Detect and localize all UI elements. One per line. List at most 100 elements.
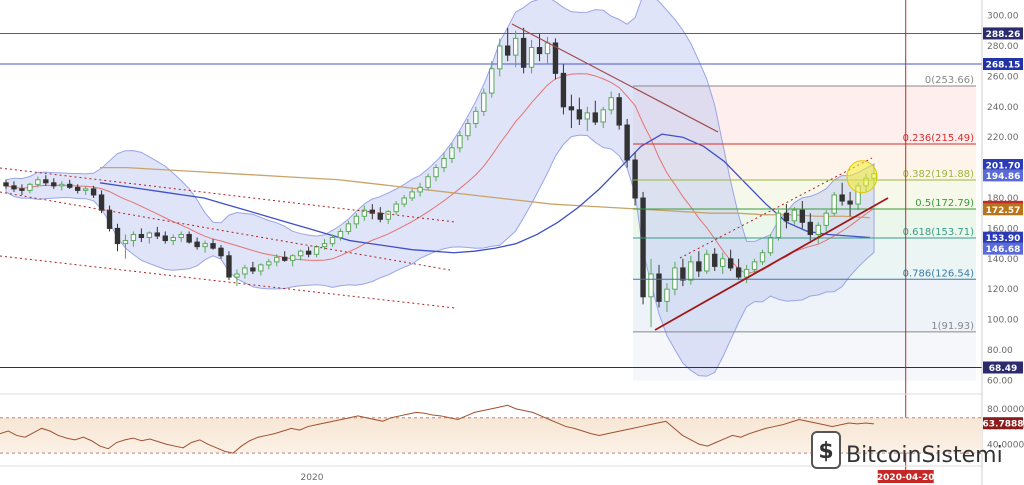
candle-body	[528, 47, 535, 68]
candle-body	[743, 268, 750, 278]
candle-body	[401, 197, 407, 205]
candle-body	[186, 233, 192, 243]
price-tag	[983, 169, 1023, 182]
candle-body	[67, 183, 73, 188]
y-tick-label: 120.00	[987, 285, 1019, 295]
price-tag-label: 146.68	[986, 245, 1021, 255]
candle-body	[632, 159, 638, 199]
candle-body	[791, 209, 798, 222]
candle-body	[98, 194, 105, 211]
candle-body	[544, 42, 551, 55]
fib-level-label: 0.786(126.54)	[903, 268, 975, 279]
candle-body	[664, 288, 670, 302]
candle-body	[210, 243, 216, 249]
highlight-ellipse	[846, 160, 878, 194]
candle-body	[688, 261, 694, 281]
candle-body	[767, 237, 774, 254]
candle-body	[345, 223, 352, 232]
candle-body	[457, 135, 463, 149]
rsi-tick-label: 80.0000	[987, 405, 1024, 415]
rsi-line	[0, 404, 875, 454]
candle-body	[831, 194, 837, 214]
candle-body	[473, 110, 479, 125]
candle-body	[226, 255, 232, 278]
y-tick-label: 220.00	[987, 133, 1019, 143]
y-tick-label: 280.00	[987, 42, 1019, 52]
candle-body	[409, 191, 415, 199]
candle-body	[266, 261, 272, 266]
candle-body	[576, 109, 583, 120]
bitcoin-logo-glyph: $	[818, 439, 833, 464]
candle-body	[202, 243, 208, 248]
candle-body	[74, 186, 81, 191]
candle-body	[385, 211, 391, 220]
date-marker-label: 2020-04-20	[877, 473, 935, 483]
candle-body	[504, 45, 511, 56]
candle-body	[536, 47, 543, 55]
candle-body	[839, 194, 845, 202]
candle-body	[369, 209, 376, 214]
y-tick-label: 140.00	[987, 255, 1019, 265]
level-price-tag	[983, 361, 1023, 374]
candle-body	[282, 256, 288, 261]
support-trendline	[654, 197, 889, 331]
rsi-value-tag	[983, 417, 1023, 430]
candle-body	[584, 112, 591, 120]
y-tick-label: 60.00	[987, 376, 1013, 386]
candle-body	[27, 183, 33, 191]
candle-body	[497, 45, 503, 70]
candle-body	[43, 179, 49, 184]
candle-body	[600, 109, 606, 123]
level-price-tag	[983, 58, 1023, 71]
fib-level-label: 0.382(191.88)	[903, 169, 975, 180]
candle-body	[775, 212, 782, 239]
fib-level-label: 0.5(172.79)	[915, 198, 974, 209]
candle-body	[138, 233, 145, 239]
candle-body	[11, 185, 17, 190]
candle-body	[59, 183, 65, 187]
bitcoin-logo-icon	[811, 431, 841, 469]
fib-level-label: 0(253.66)	[925, 75, 974, 86]
candle-body	[305, 250, 312, 255]
candle-body	[425, 176, 431, 188]
candle-body	[735, 267, 742, 278]
candle-body	[258, 264, 264, 272]
price-tag	[983, 159, 1023, 172]
candle-body	[289, 255, 296, 261]
price-tag-label: 194.86	[986, 172, 1021, 182]
candle-body	[321, 243, 328, 248]
candle-body	[90, 188, 97, 196]
candle-body	[815, 224, 821, 235]
candle-body	[624, 124, 630, 161]
candle-body	[3, 182, 9, 187]
candle-body	[847, 200, 853, 205]
candle-body	[170, 237, 176, 242]
rsi-value-label: 63.7888	[983, 420, 1024, 430]
channel-trendline	[679, 157, 873, 259]
level-price-label: 288.26	[986, 30, 1021, 40]
candle-body	[377, 212, 383, 220]
candle-body	[759, 252, 766, 263]
candle-body	[616, 97, 622, 126]
fib-level-label: 1(91.93)	[931, 321, 974, 332]
candle-body	[194, 241, 200, 248]
candle-body	[720, 258, 726, 267]
resistance-trendline	[511, 23, 719, 133]
watermark-text: BitcoinSistemi	[846, 443, 1003, 468]
candle-body	[122, 240, 129, 245]
candle-body	[552, 42, 559, 74]
candle-body	[433, 167, 439, 178]
candle-body	[250, 267, 256, 272]
candle-body	[696, 261, 702, 272]
y-tick-label: 160.00	[987, 224, 1019, 234]
candle-body	[568, 106, 575, 111]
candle-body	[520, 37, 527, 68]
candle-body	[106, 209, 113, 229]
candle-body	[465, 123, 471, 137]
date-marker-tag	[877, 470, 934, 483]
candle-body	[608, 97, 614, 111]
candle-body	[146, 232, 153, 239]
candle-body	[807, 221, 813, 235]
candle-body	[449, 147, 455, 159]
